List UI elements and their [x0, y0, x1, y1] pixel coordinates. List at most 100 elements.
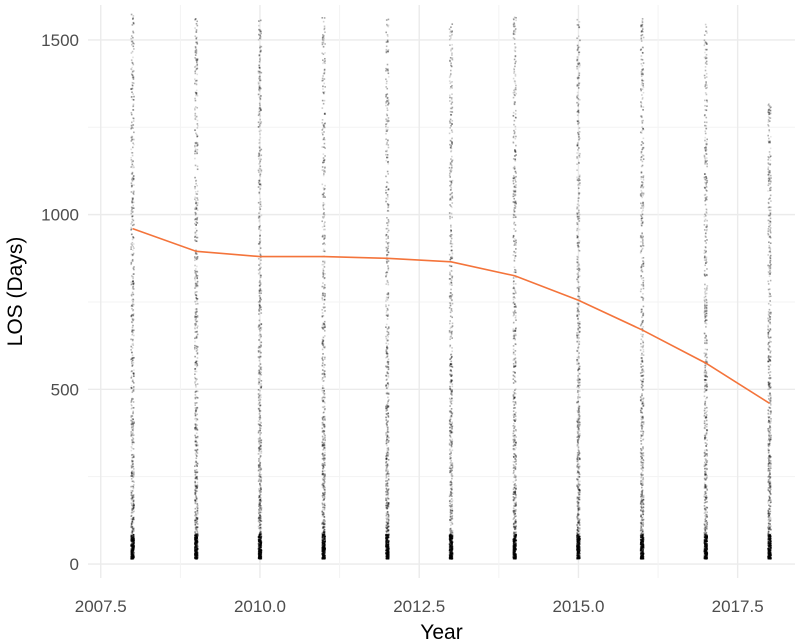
- scatter-point: [321, 417, 324, 419]
- scatter-point: [194, 547, 196, 549]
- scatter-point: [259, 503, 261, 506]
- scatter-point: [131, 494, 134, 497]
- scatter-point: [450, 373, 453, 376]
- scatter-point: [386, 466, 388, 469]
- scatter-point: [386, 392, 388, 395]
- scatter-point: [322, 456, 325, 459]
- scatter-point: [322, 196, 325, 198]
- scatter-point: [196, 346, 199, 348]
- scatter-point: [132, 245, 134, 248]
- scatter-point: [387, 547, 390, 550]
- scatter-point: [324, 556, 326, 559]
- scatter-point: [450, 487, 452, 490]
- scatter-point: [322, 353, 324, 355]
- scatter-point: [449, 401, 452, 404]
- scatter-point: [196, 437, 199, 439]
- scatter-point: [385, 506, 388, 509]
- scatter-point: [195, 68, 198, 70]
- scatter-point: [132, 342, 134, 345]
- scatter-point: [449, 96, 451, 99]
- scatter-point: [387, 475, 390, 478]
- scatter-point: [512, 438, 515, 441]
- scatter-point: [130, 466, 133, 469]
- scatter-point: [194, 291, 197, 293]
- scatter-point: [196, 276, 198, 279]
- scatter-point: [387, 529, 390, 531]
- scatter-point: [323, 454, 326, 457]
- scatter-point: [259, 51, 261, 53]
- scatter-point: [387, 525, 390, 528]
- scatter-point: [324, 60, 326, 62]
- scatter-point: [449, 176, 452, 178]
- scatter-point: [259, 514, 262, 517]
- scatter-point: [194, 27, 196, 29]
- scatter-point: [133, 356, 135, 359]
- scatter-point: [386, 154, 389, 156]
- scatter-point: [449, 420, 451, 423]
- scatter-point: [259, 505, 261, 507]
- scatter-point: [385, 452, 388, 455]
- scatter-point: [386, 511, 389, 513]
- scatter-point: [258, 141, 261, 144]
- scatter-point: [322, 205, 324, 207]
- scatter-point: [451, 256, 454, 259]
- scatter-point: [322, 422, 325, 425]
- scatter-point: [386, 122, 388, 125]
- scatter-point: [514, 365, 516, 368]
- scatter-point: [131, 441, 134, 444]
- scatter-point: [195, 420, 197, 422]
- scatter-point: [323, 394, 326, 396]
- scatter-point: [260, 333, 262, 336]
- scatter-point: [194, 106, 197, 108]
- scatter-point: [321, 17, 324, 19]
- scatter-point: [259, 410, 262, 412]
- scatter-point: [449, 265, 452, 267]
- scatter-point: [322, 511, 325, 514]
- scatter-point: [514, 28, 517, 30]
- scatter-point: [323, 203, 326, 206]
- scatter-point: [323, 142, 326, 145]
- scatter-point: [196, 165, 199, 168]
- scatter-point: [132, 56, 134, 59]
- scatter-point: [449, 161, 452, 164]
- scatter-point: [514, 434, 516, 436]
- scatter-point: [194, 231, 196, 234]
- scatter-point: [387, 139, 389, 142]
- scatter-point: [132, 487, 135, 490]
- scatter-point: [258, 324, 260, 326]
- scatter-point: [196, 527, 198, 529]
- scatter-point: [195, 294, 197, 296]
- scatter-point: [321, 502, 324, 505]
- scatter-point: [130, 524, 133, 527]
- scatter-point: [324, 345, 326, 348]
- scatter-point: [131, 423, 134, 425]
- scatter-point: [387, 557, 390, 560]
- scatter-point: [387, 451, 389, 454]
- scatter-point: [386, 109, 389, 112]
- scatter-point: [196, 271, 199, 273]
- scatter-point: [387, 492, 390, 494]
- scatter-point: [260, 290, 263, 292]
- scatter-point: [321, 37, 324, 39]
- scatter-point: [194, 452, 197, 455]
- scatter-point: [196, 424, 199, 426]
- scatter-point: [387, 126, 389, 129]
- scatter-point: [196, 59, 198, 61]
- scatter-point: [450, 363, 452, 365]
- scatter-point: [259, 404, 261, 407]
- scatter-point: [194, 373, 196, 376]
- scatter-point: [512, 523, 515, 526]
- scatter-point: [195, 182, 197, 185]
- scatter-point: [513, 101, 516, 103]
- scatter-point: [259, 289, 262, 292]
- scatter-point: [512, 18, 515, 20]
- scatter-point: [450, 446, 453, 449]
- scatter-point: [513, 260, 516, 262]
- scatter-point: [322, 153, 325, 155]
- scatter-point: [132, 164, 135, 167]
- scatter-point: [133, 481, 135, 484]
- scatter-point: [385, 405, 388, 407]
- scatter-point: [132, 99, 135, 101]
- scatter-point: [385, 514, 388, 517]
- scatter-point: [323, 430, 326, 433]
